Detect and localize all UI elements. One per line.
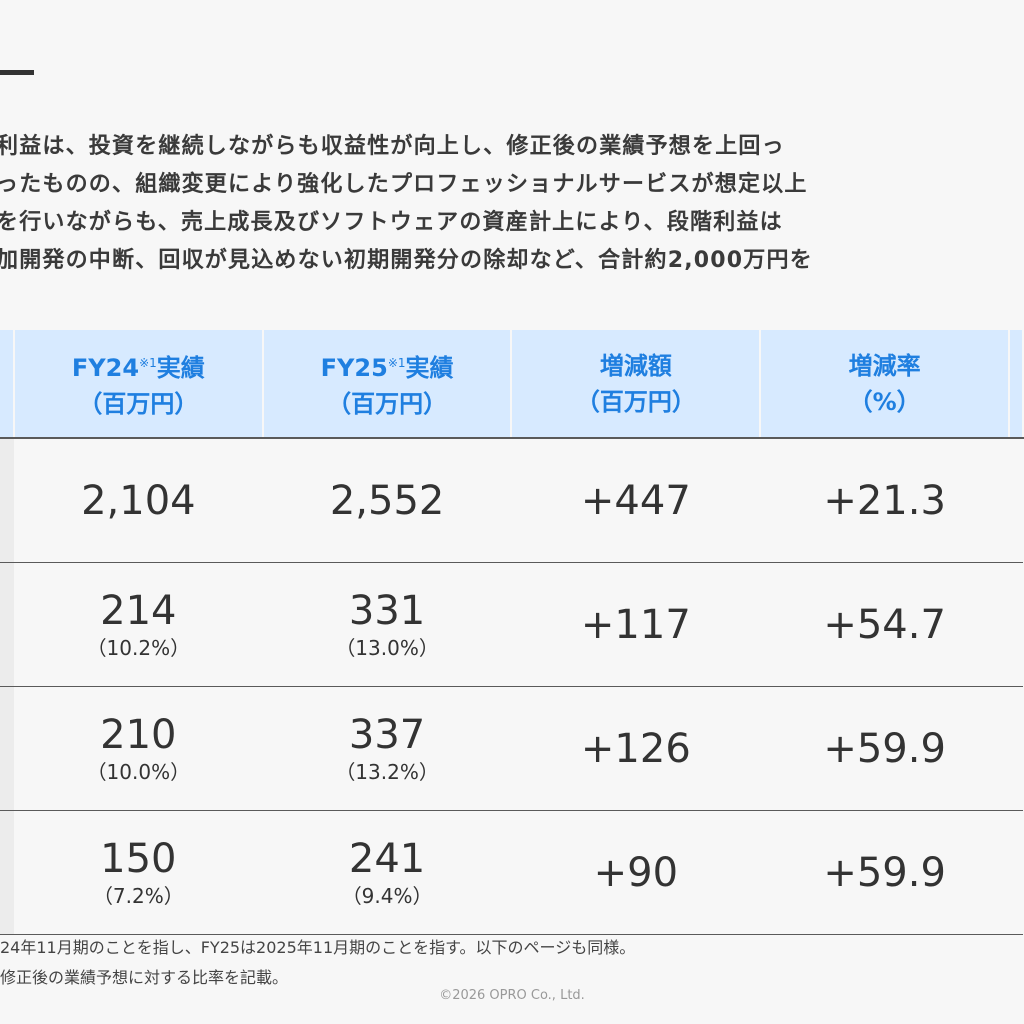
cell-fy25: 241 （9.4%）: [262, 810, 512, 935]
cell-fy24: 214 （10.2%）: [13, 562, 263, 687]
cell-diff: +117: [511, 562, 761, 687]
intro-line: 利益は、投資を継続しながらも収益性が向上し、修正後の業績予想を上回っ: [0, 134, 785, 159]
cell-fy24: 150 （7.2%）: [13, 810, 263, 935]
cell-fy24: 2,104: [13, 438, 263, 563]
row-edge: [1008, 686, 1023, 811]
intro-line: ったものの、組織変更により強化したプロフェッショナルサービスが想定以上: [0, 172, 808, 197]
cell-diff: +447: [511, 438, 761, 563]
header-stub: [0, 330, 15, 439]
table-header-row: FY24※1実績 （百万円） FY25※1実績 （百万円） 増減額 （百万円） …: [0, 330, 1024, 439]
results-table: FY24※1実績 （百万円） FY25※1実績 （百万円） 増減額 （百万円） …: [0, 330, 1024, 935]
intro-line: を行いながらも、売上成長及びソフトウェアの資産計上により、段階利益は: [0, 210, 783, 235]
row-edge: [1008, 438, 1023, 563]
header-diff: 増減額 （百万円）: [511, 330, 762, 439]
cell-rate: +54.7: [760, 562, 1009, 687]
header-edge: [1008, 330, 1024, 439]
cell-rate: +59.9: [760, 810, 1009, 935]
footnote: 修正後の業績予想に対する比率を記載。: [0, 968, 289, 987]
section-title-bar: [0, 70, 34, 75]
cell-rate: +21.3: [760, 438, 1009, 563]
row-stub: [0, 810, 14, 935]
row-stub: [0, 438, 14, 563]
cell-fy25: 331 （13.0%）: [262, 562, 512, 687]
row-stub: [0, 562, 14, 687]
header-fy25: FY25※1実績 （百万円）: [262, 330, 513, 439]
table-row: 2,104 2,552 +447 +21.3: [0, 438, 1023, 563]
cell-diff: +90: [511, 810, 761, 935]
intro-text: 利益は、投資を継続しながらも収益性が向上し、修正後の業績予想を上回っ ったものの…: [0, 128, 1024, 280]
cell-fy24: 210 （10.0%）: [13, 686, 263, 811]
row-edge: [1008, 562, 1023, 687]
footnote: 24年11月期のことを指し、FY25は2025年11月期のことを指す。以下のペー…: [0, 938, 636, 957]
row-stub: [0, 686, 14, 811]
table-row: 150 （7.2%） 241 （9.4%） +90 +59.9: [0, 810, 1023, 935]
header-fy24: FY24※1実績 （百万円）: [13, 330, 264, 439]
cell-rate: +59.9: [760, 686, 1009, 811]
table-row: 214 （10.2%） 331 （13.0%） +117 +54.7: [0, 562, 1023, 687]
row-edge: [1008, 810, 1023, 935]
copyright: ©2026 OPRO Co., Ltd.: [439, 988, 585, 1003]
cell-fy25: 337 （13.2%）: [262, 686, 512, 811]
cell-fy25: 2,552: [262, 438, 512, 563]
table-row: 210 （10.0%） 337 （13.2%） +126 +59.9: [0, 686, 1023, 811]
header-rate: 増減率 （%）: [760, 330, 1010, 439]
cell-diff: +126: [511, 686, 761, 811]
intro-line: 加開発の中断、回収が見込めない初期開発分の除却など、合計約2,000万円を: [0, 248, 813, 273]
